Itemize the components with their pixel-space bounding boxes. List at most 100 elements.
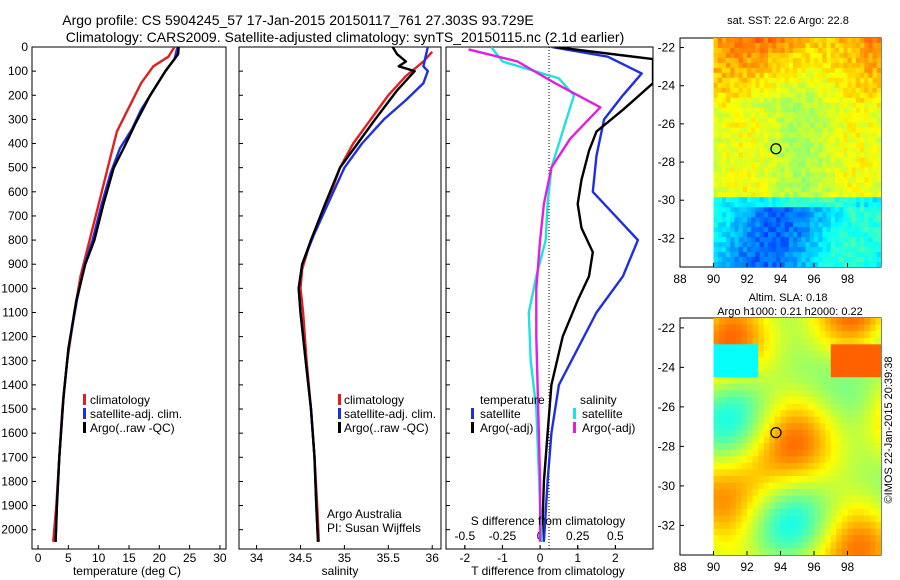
map-cell [868,142,874,149]
map-cell [847,364,854,372]
map-cell [713,257,719,263]
map-cell [818,42,823,49]
map-cell [869,548,877,555]
map-cell [741,449,748,457]
map-cell [786,541,793,550]
map-cell [713,177,719,183]
map-cell [752,350,759,359]
map-cell [860,167,865,174]
map-cell [805,87,811,94]
map-cell [802,541,810,550]
map-cell [730,142,736,149]
map-cell [853,377,860,385]
map-cell [717,38,723,44]
map-cell [809,147,815,154]
map-cell [830,167,836,174]
map-cell [830,112,836,119]
map-cell [747,410,754,418]
map-cell [814,324,821,332]
map-cell [864,117,870,124]
map-cell [847,357,854,365]
map-cell [755,182,761,188]
map-cell [717,202,723,208]
map-cell [786,377,793,385]
map-cell [719,397,726,405]
map-cell [826,137,832,144]
map-cell [721,52,727,59]
map-cell [726,42,731,49]
map-cell [747,137,752,144]
map-cell [839,87,844,94]
map-cell [784,202,790,208]
lon-tick-label: 90 [707,560,721,574]
map-cell [751,142,756,149]
map-cell [814,237,819,243]
map-cell [814,397,821,405]
map-cell [834,67,840,74]
map-cell [763,476,770,484]
map-cell [853,528,860,536]
map-cell [726,62,731,69]
map-cell [830,489,837,497]
map-cell [772,187,777,193]
map-cell [851,192,857,198]
map-cell [751,52,756,59]
map-cell [747,337,754,345]
map-cell [730,192,736,198]
map-cell [719,548,726,555]
map-cell [759,257,765,263]
map-cell [738,47,744,54]
map-cell [805,117,811,124]
map-cell [853,541,860,550]
map-cell [763,212,769,218]
map-cell [784,92,790,99]
map-cell [741,410,748,418]
map-cell [741,364,748,372]
map-cell [868,217,874,223]
sla-map-ticks: 88 90 92 94 96 98-22-24-26-28-30-32 [658,321,855,574]
series-line-0 [299,50,434,542]
map-cell [774,403,782,411]
map-cell [822,232,828,238]
map-cell [830,262,836,267]
map-cell [830,548,837,555]
map-cell [747,416,754,424]
map-cell [843,202,849,208]
map-cell [830,469,837,477]
map-cell [717,262,723,267]
map-cell [805,227,811,233]
map-cell [719,476,726,484]
map-cell [793,232,798,238]
map-cell [851,122,857,129]
map-cell [751,262,756,267]
map-cell [772,137,777,144]
map-cell [713,197,719,203]
map-cell [839,242,844,248]
map-cell [752,443,759,451]
map-cell [786,462,793,471]
map-cell [776,257,782,263]
map-cell [735,318,743,326]
map-cell [776,232,782,238]
map-cell [788,137,794,144]
map-cell [721,192,727,198]
map-cell [847,77,853,84]
map-cell [797,227,803,233]
map-cell [769,502,776,510]
map-cell [876,217,881,223]
map-cell [752,403,759,411]
map-cell [868,212,874,218]
map-cell [805,177,811,183]
map-cell [855,62,861,69]
map-cell [830,247,836,253]
map-cell [814,423,821,431]
map-cell [713,202,719,208]
map-cell [719,462,726,471]
map-cell [853,429,860,438]
map-cell [864,167,870,174]
map-cell [801,82,807,89]
map-cell [776,182,782,188]
map-cell [814,436,821,444]
map-cell [747,92,752,99]
map-cell [774,377,782,385]
